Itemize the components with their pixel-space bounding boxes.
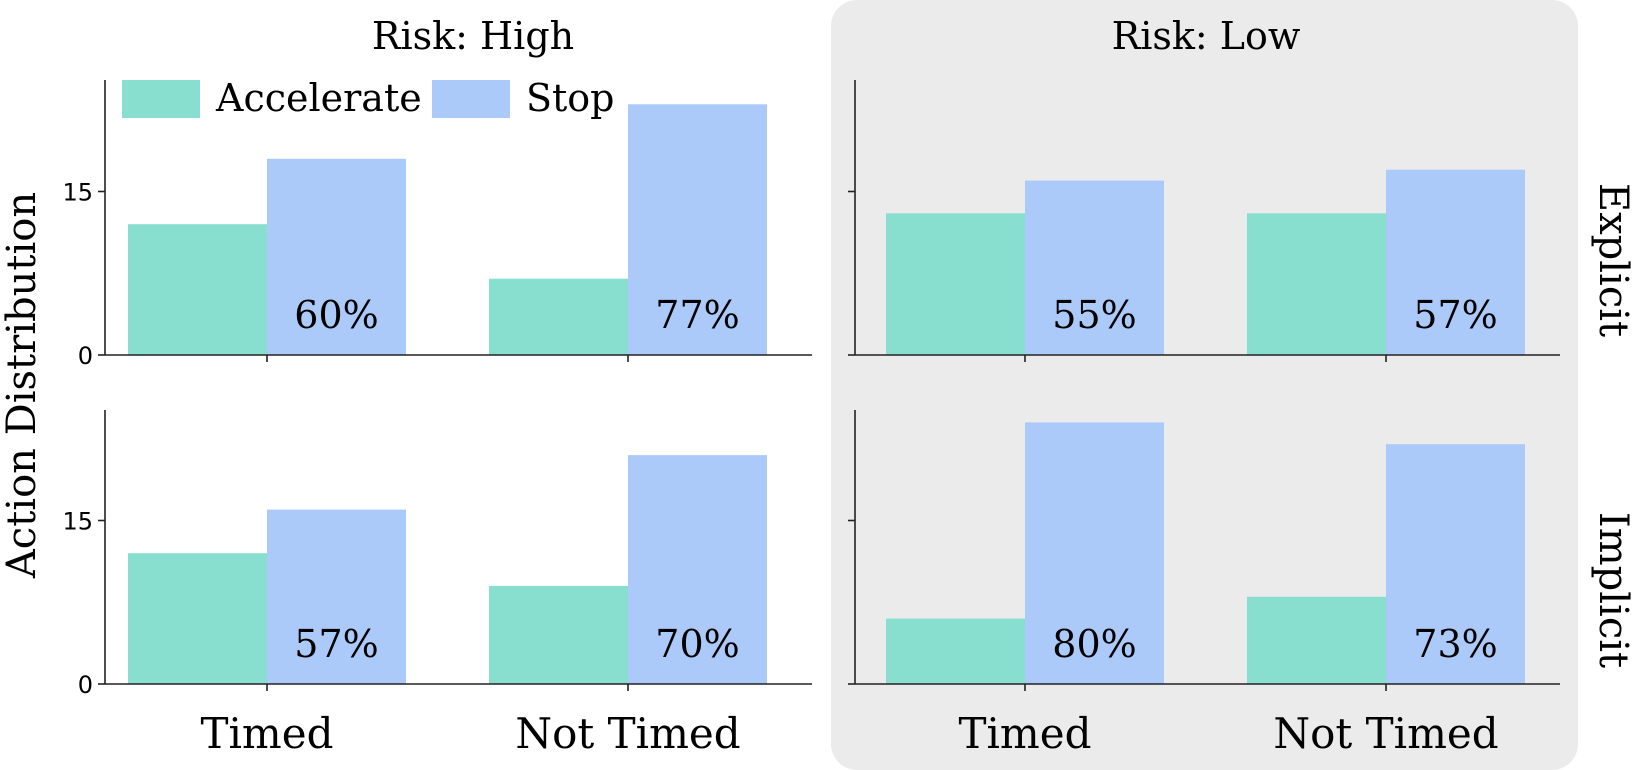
bar-stop-not-timed — [628, 104, 767, 355]
y-tick-label: 0 — [78, 342, 93, 370]
bar-accelerate-timed — [886, 213, 1025, 355]
bar-stop-not-timed — [628, 455, 767, 684]
legend-label-stop: Stop — [526, 76, 615, 120]
bar-annotation: 57% — [1413, 293, 1497, 337]
panel-risk-high-implicit: 57% 70% 0 15 — [62, 410, 812, 699]
x-tick-label-not-timed: Not Timed — [515, 709, 740, 758]
bar-annotation: 60% — [294, 293, 378, 337]
bar-stop-timed — [1025, 180, 1164, 355]
bar-accelerate-timed — [128, 224, 267, 355]
bar-accelerate-timed — [128, 553, 267, 684]
bar-stop-timed — [267, 509, 406, 684]
bar-annotation: 77% — [655, 293, 739, 337]
bar-annotation: 70% — [655, 622, 739, 666]
bar-stop-timed — [1025, 422, 1164, 684]
legend: Accelerate Stop — [122, 76, 615, 120]
x-tick-label-timed: Timed — [200, 709, 333, 758]
y-tick-label: 0 — [78, 671, 93, 699]
y-tick-label: 15 — [62, 179, 93, 207]
column-title-risk-high: Risk: High — [372, 14, 574, 58]
bar-accelerate-not-timed — [1247, 213, 1386, 355]
y-axis-label: Action Distribution — [0, 192, 45, 579]
row-title-implicit: Implicit — [1590, 512, 1634, 668]
x-tick-label-timed: Timed — [958, 709, 1091, 758]
panel-risk-low-implicit: 80% 73% — [848, 410, 1560, 691]
row-title-explicit: Explicit — [1590, 183, 1634, 337]
bar-annotation: 55% — [1052, 293, 1136, 337]
bar-accelerate-not-timed — [1247, 596, 1386, 684]
bar-stop-not-timed — [1386, 444, 1525, 684]
y-tick-label: 15 — [62, 508, 93, 536]
legend-label-accelerate: Accelerate — [215, 76, 422, 120]
legend-swatch-stop — [432, 80, 510, 118]
bar-stop-not-timed — [1386, 169, 1525, 355]
bar-accelerate-timed — [886, 618, 1025, 684]
legend-swatch-accelerate — [122, 80, 200, 118]
panel-risk-low-explicit: 55% 57% — [848, 80, 1560, 362]
panel-risk-high-explicit: 60% 77% 0 15 — [62, 80, 812, 370]
bar-stop-timed — [267, 158, 406, 355]
x-tick-label-not-timed: Not Timed — [1273, 709, 1498, 758]
bar-annotation: 73% — [1413, 622, 1497, 666]
bar-accelerate-not-timed — [489, 278, 628, 355]
bar-annotation: 80% — [1052, 622, 1136, 666]
column-title-risk-low: Risk: Low — [1112, 14, 1301, 58]
bar-accelerate-not-timed — [489, 585, 628, 684]
bar-annotation: 57% — [294, 622, 378, 666]
